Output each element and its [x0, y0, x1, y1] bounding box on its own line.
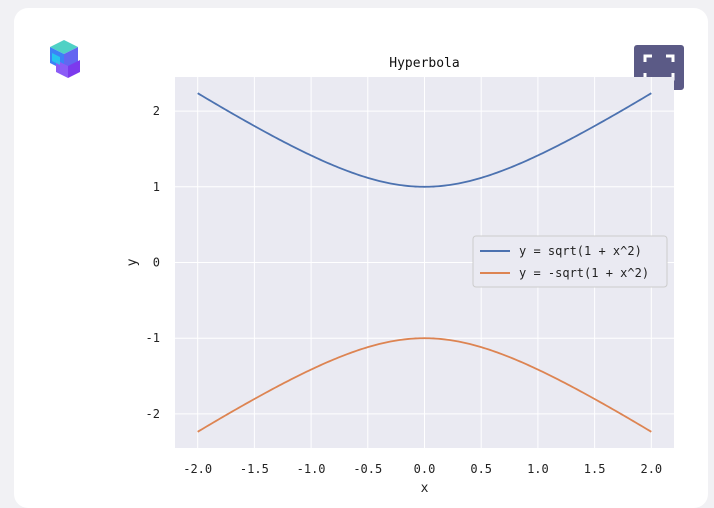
x-axis-label: x	[421, 481, 429, 495]
x-tick-label: 0.5	[470, 462, 492, 476]
y-tick-label: 1	[153, 180, 160, 194]
chart-title: Hyperbola	[389, 56, 459, 71]
x-tick-label: 1.0	[527, 462, 549, 476]
x-tick-label: -1.0	[297, 462, 326, 476]
y-axis-label: y	[125, 258, 140, 266]
legend-label: y = sqrt(1 + x^2)	[519, 244, 642, 258]
x-tick-label: -2.0	[183, 462, 212, 476]
hyperbola-chart: -2.0 -1.5 -1.0 -0.5 0.0 0.5 1.0 1.5 2.0 -2-1012 …	[125, 56, 674, 495]
legend: y = sqrt(1 + x^2) y = -sqrt(1 + x^2)	[472, 235, 668, 288]
x-tick-label: 2.0	[640, 462, 662, 476]
y-tick-label: 2	[153, 104, 160, 118]
legend-label: y = -sqrt(1 + x^2)	[519, 266, 649, 280]
x-tick-label: -1.5	[240, 462, 269, 476]
series-line-1	[197, 92, 652, 188]
x-tick-label: 0.0	[414, 462, 436, 476]
cube-logo-icon	[50, 40, 80, 78]
legend-box	[472, 235, 668, 288]
x-tick-label: 1.5	[584, 462, 606, 476]
y-tick-labels: -2 -1 0 1 2	[146, 104, 160, 421]
x-tick-labels: -2.0 -1.5 -1.0 -0.5 0.0 0.5 1.0 1.5 2.0	[183, 462, 662, 476]
x-tick-label: -0.5	[353, 462, 382, 476]
series-line-2	[197, 337, 652, 433]
y-tick-label: -2	[146, 407, 160, 421]
y-tick-label: 0	[153, 256, 160, 270]
y-tick-label: -1	[146, 331, 160, 345]
series-layer	[197, 92, 652, 433]
